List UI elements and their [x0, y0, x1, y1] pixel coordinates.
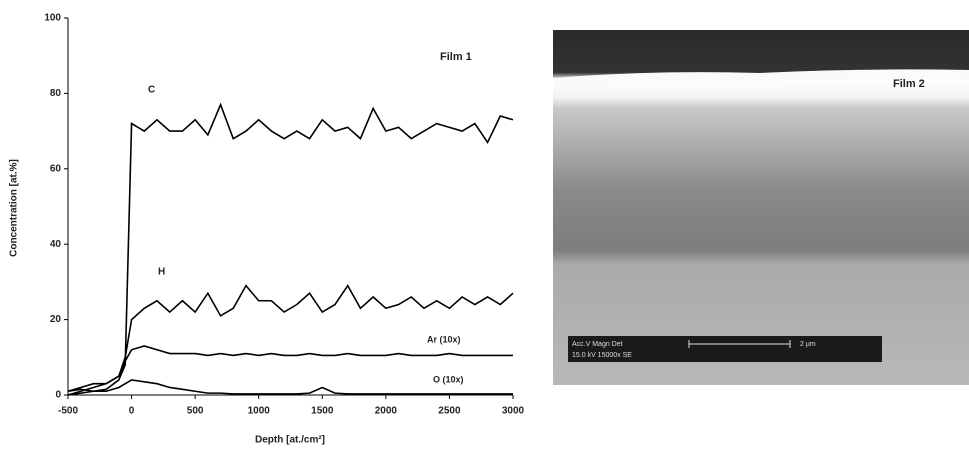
- x-tick-label: -500: [58, 406, 78, 417]
- annotation: Ar (10x): [427, 334, 461, 344]
- x-axis-label: Depth [at./cm²]: [255, 435, 325, 446]
- image-label: Film 2: [893, 78, 925, 90]
- x-tick-label: 0: [129, 406, 135, 417]
- info-values: 15.0 kV 15000x SE: [572, 352, 632, 359]
- scale-text: 2 µm: [800, 341, 816, 348]
- x-tick-label: 3000: [502, 406, 525, 417]
- sem-image: Acc.V Magn Det 15.0 kV 15000x SE 2 µm Fi…: [553, 30, 969, 385]
- y-tick-label: 80: [50, 88, 62, 99]
- y-tick-label: 100: [44, 13, 61, 24]
- x-tick-label: 2500: [438, 406, 461, 417]
- y-tick-label: 60: [50, 163, 62, 174]
- info-header: Acc.V Magn Det: [572, 341, 623, 348]
- annotation: H: [158, 267, 165, 278]
- y-tick-label: 0: [55, 390, 61, 401]
- figure: Acc.V Magn Det 15.0 kV 15000x SE 2 µm Fi…: [0, 0, 969, 448]
- y-axis-label: Concentration [at.%]: [9, 159, 20, 257]
- annotation: Film 1: [440, 51, 472, 63]
- y-tick-label: 20: [50, 314, 62, 325]
- annotation: C: [148, 85, 155, 96]
- x-tick-label: 500: [187, 406, 204, 417]
- page: Acc.V Magn Det 15.0 kV 15000x SE 2 µm Fi…: [0, 0, 969, 448]
- y-tick-label: 40: [50, 239, 62, 250]
- x-tick-label: 1000: [248, 406, 271, 417]
- series-line: [68, 105, 513, 395]
- annotation: O (10x): [433, 374, 464, 384]
- series-line: [68, 346, 513, 391]
- x-tick-label: 2000: [375, 406, 398, 417]
- x-tick-label: 1500: [311, 406, 334, 417]
